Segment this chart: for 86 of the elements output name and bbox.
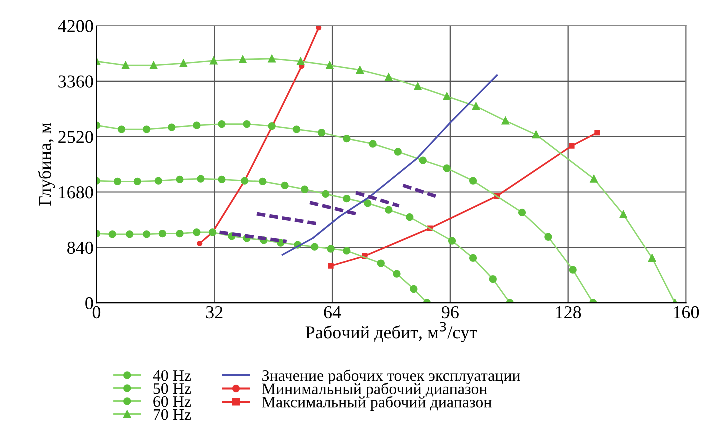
point [176,230,184,238]
y-tick-label: 2520 [58,131,94,144]
point [118,126,126,134]
point [301,186,309,194]
point [544,233,552,241]
point [489,276,497,284]
legend-label: 60 Hz [154,396,192,408]
y-tick-label: 0 [86,297,94,310]
point [469,177,478,185]
point [114,178,122,186]
point [594,130,600,136]
point [318,129,326,137]
point [469,254,478,262]
point [259,178,267,186]
x-tick-label: 64 [324,306,342,319]
point [343,247,351,255]
point [311,243,319,251]
point [532,131,540,139]
point [168,124,176,132]
point [448,237,456,245]
point [502,117,510,125]
point [364,200,372,208]
point [377,260,385,268]
point [326,62,334,70]
point [197,240,203,246]
point [356,66,364,74]
y-tick-label: 4200 [58,20,94,32]
point [122,62,130,70]
point [443,164,451,172]
x-tick-label: 128 [556,306,582,319]
point [472,102,480,110]
point [268,55,276,63]
point [197,175,205,183]
point [292,126,301,134]
point [369,140,377,148]
point [443,92,451,100]
line-series [282,74,498,256]
y-tick-label: 3360 [58,76,94,88]
point [327,245,335,253]
point [393,270,401,278]
point [410,285,418,294]
point [176,176,184,184]
point [569,266,577,274]
point [297,58,305,66]
x-tick-label: 96 [442,306,459,319]
x-axis-title: Рабочий дебит, м$^{3}$/сут [306,322,478,342]
legend-label: 40 Hz [153,370,192,382]
point [385,206,393,214]
point [210,57,218,65]
point [281,182,289,190]
point [518,208,526,217]
point [143,126,151,134]
x-tick-label: 32 [206,306,223,319]
y-tick-label: 1680 [59,186,94,199]
point [569,143,575,149]
x-tick-label: 160 [674,306,700,319]
point [218,176,226,184]
point [134,178,142,186]
point [108,230,116,238]
point [620,210,628,219]
point [406,214,414,222]
point [414,82,422,90]
point [419,156,427,164]
legend-label: 50 Hz [154,383,192,394]
point [180,60,188,68]
point [385,74,393,82]
y-tick-label: 840 [68,242,94,254]
legend-label: 70 Hz [154,409,192,420]
point [193,122,201,130]
point [322,190,330,198]
point [394,148,402,156]
point [239,56,247,64]
point [343,195,351,203]
point [154,177,162,185]
point [143,230,151,238]
point [243,120,251,128]
point [343,134,351,143]
point [328,263,334,269]
point [150,62,158,70]
point [590,175,598,183]
point [158,230,166,238]
point [648,254,656,262]
point [126,230,134,238]
y-axis-title: Глубина, м [38,123,56,206]
point [193,228,201,236]
point [218,120,226,128]
